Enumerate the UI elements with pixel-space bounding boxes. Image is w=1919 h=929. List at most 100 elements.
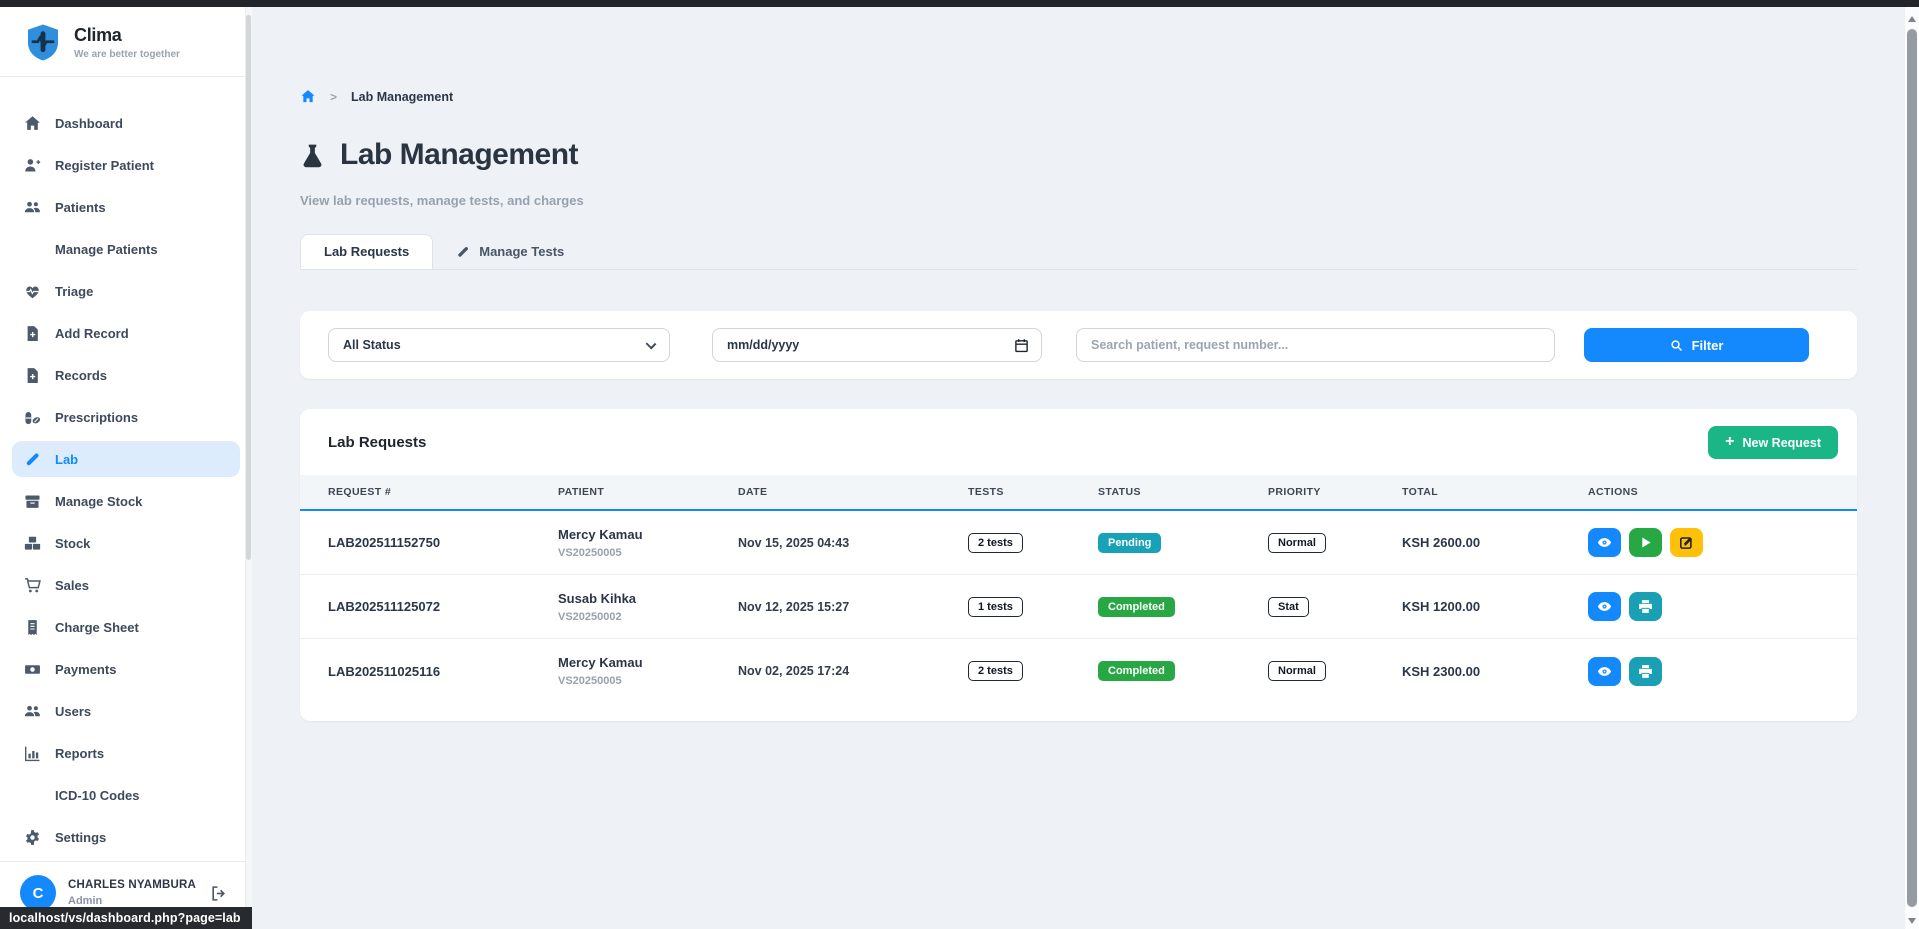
sidebar-item-register-patient[interactable]: Register Patient (12, 147, 240, 183)
column-header: ACTIONS (1588, 486, 1639, 498)
request-number: LAB202511125072 (328, 599, 441, 614)
page-title: Lab Management (340, 138, 579, 171)
page-subtitle: View lab requests, manage tests, and cha… (300, 193, 584, 208)
pills-icon (24, 409, 41, 426)
patient-id: VS20250005 (558, 675, 622, 687)
logout-icon[interactable] (210, 885, 227, 902)
home-icon[interactable] (300, 89, 316, 104)
patient-name: Susab Kihka (558, 590, 637, 606)
status-select[interactable]: All Status (328, 328, 670, 362)
app-name: Clima (74, 25, 122, 45)
status-badge: Pending (1098, 532, 1162, 553)
scroll-up-arrow-icon[interactable] (1908, 16, 1916, 22)
actions-cell (1588, 528, 1857, 557)
sidebar-item-label: Settings (55, 829, 107, 845)
print-icon (1638, 599, 1653, 614)
boxes-stacked-icon (24, 535, 41, 552)
vial-icon (24, 451, 41, 468)
user-name: CHARLES NYAMBURA (68, 879, 197, 891)
shield-logo-icon (25, 23, 61, 63)
money-icon (24, 661, 41, 678)
users-icon (24, 703, 41, 720)
sidebar-item-manage-stock[interactable]: Manage Stock (12, 483, 240, 519)
patient-name: Mercy Kamau (558, 526, 643, 542)
search-input[interactable] (1077, 329, 1554, 361)
calendar-icon[interactable] (1014, 338, 1029, 353)
plus-icon: + (1725, 432, 1735, 450)
app-tagline: We are better together (74, 49, 180, 60)
sidebar-item-charge-sheet[interactable]: Charge Sheet (12, 609, 240, 645)
status-select-value: All Status (343, 338, 401, 352)
sidebar-item-lab[interactable]: Lab (12, 441, 240, 477)
total-amount: KSH 1200.00 (1402, 599, 1481, 614)
flask-icon (300, 140, 325, 171)
sidebar-item-label: Charge Sheet (55, 619, 139, 635)
new-request-button[interactable]: + New Request (1708, 426, 1838, 459)
sidebar-item-payments[interactable]: Payments (12, 651, 240, 687)
patient-cell: Susab Kihka VS20250002 (558, 591, 738, 623)
users-icon (24, 199, 41, 216)
breadcrumb-current: Lab Management (351, 89, 454, 104)
browser-top-strip (0, 0, 1919, 7)
table-row: LAB202511152750 Mercy Kamau VS20250005 Nov … (300, 511, 1857, 575)
sidebar-item-users[interactable]: Users (12, 693, 240, 729)
view-button[interactable] (1588, 528, 1621, 557)
sidebar-item-stock[interactable]: Stock (12, 525, 240, 561)
page-scrollbar-thumb[interactable] (1907, 29, 1917, 907)
scroll-down-arrow-icon[interactable] (1908, 918, 1916, 924)
sidebar-item-dashboard[interactable]: Dashboard (12, 105, 240, 141)
status-cell: Completed (1098, 661, 1268, 681)
tab-lab-requests[interactable]: Lab Requests (300, 234, 434, 269)
sidebar-item-label: Patients (55, 199, 106, 215)
tests-cell: 2 tests (968, 661, 1098, 681)
sidebar-item-label: Triage (55, 283, 94, 299)
card-title: Lab Requests (328, 434, 427, 451)
sidebar-item-label: Register Patient (55, 157, 154, 173)
sidebar-item-manage-patients[interactable]: Manage Patients (12, 231, 240, 267)
sidebar-item-icd-10-codes[interactable]: ICD-10 Codes (12, 777, 240, 813)
sidebar-item-records[interactable]: Records (12, 357, 240, 393)
print-button[interactable] (1629, 656, 1662, 686)
tab-label: Lab Requests (324, 244, 410, 259)
cart-icon (24, 577, 41, 594)
column-header: TOTAL (1402, 486, 1439, 498)
column-header: PATIENT (558, 486, 605, 498)
view-button[interactable] (1588, 656, 1621, 686)
status-badge: Completed (1098, 596, 1175, 617)
sidebar-item-label: Dashboard (55, 115, 123, 131)
page-scrollbar[interactable] (1904, 7, 1919, 929)
tests-cell: 1 tests (968, 596, 1098, 617)
search-field (1076, 328, 1555, 362)
sidebar-item-reports[interactable]: Reports (12, 735, 240, 771)
sidebar-item-add-record[interactable]: Add Record (12, 315, 240, 351)
table-body: LAB202511152750 Mercy Kamau VS20250005 Nov … (300, 511, 1857, 703)
sidebar-item-settings[interactable]: Settings (12, 819, 240, 855)
tests-cell: 2 tests (968, 532, 1098, 553)
total-amount: KSH 2600.00 (1402, 535, 1481, 550)
patient-id: VS20250002 (558, 610, 622, 623)
start-button[interactable] (1629, 528, 1662, 557)
sidebar-item-patients[interactable]: Patients (12, 189, 240, 225)
heart-pulse-icon (24, 283, 41, 300)
sidebar-scrollbar[interactable] (245, 7, 252, 929)
priority-cell: Stat (1268, 596, 1402, 617)
sidebar-scrollbar-thumb[interactable] (246, 15, 251, 560)
column-header: REQUEST # (328, 486, 392, 498)
actions-cell (1588, 656, 1857, 686)
table-row: LAB202511025116 Mercy Kamau VS20250005 Nov … (300, 639, 1857, 703)
filter-bar: All Status mm/dd/yyyy Filter (300, 311, 1857, 379)
user-role: Admin (68, 895, 103, 907)
sidebar-item-prescriptions[interactable]: Prescriptions (12, 399, 240, 435)
print-button[interactable] (1629, 592, 1662, 621)
file-plus-icon (24, 367, 41, 384)
date-input[interactable]: mm/dd/yyyy (712, 328, 1042, 362)
sidebar-item-sales[interactable]: Sales (12, 567, 240, 603)
view-button[interactable] (1588, 592, 1621, 621)
sidebar-item-triage[interactable]: Triage (12, 273, 240, 309)
edit-button[interactable] (1670, 528, 1703, 557)
column-header: DATE (738, 486, 768, 498)
patient-cell: Mercy Kamau VS20250005 (558, 527, 738, 559)
tab-manage-tests[interactable]: Manage Tests (433, 234, 587, 269)
filter-button[interactable]: Filter (1584, 328, 1809, 362)
tests-badge: 2 tests (968, 661, 1023, 681)
